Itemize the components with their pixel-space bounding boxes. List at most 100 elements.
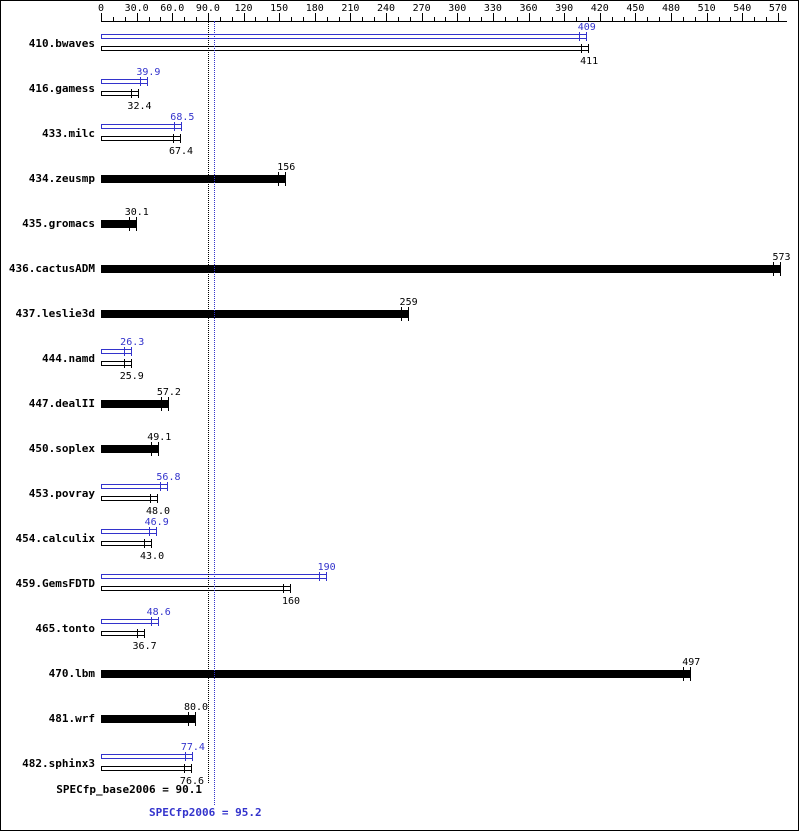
x-axis-minor-tick bbox=[124, 17, 126, 21]
benchmark-label: 482.sphinx3 bbox=[22, 757, 95, 770]
base-value-label: 30.1 bbox=[124, 207, 149, 218]
x-axis-major-tick bbox=[279, 13, 281, 21]
x-axis-minor-tick bbox=[540, 17, 542, 21]
benchmark-row-410.bwaves: 410.bwaves 409 411 bbox=[1, 22, 798, 67]
base-bar bbox=[101, 400, 169, 408]
x-axis-major-tick bbox=[136, 13, 138, 21]
x-axis-minor-tick bbox=[160, 17, 162, 21]
base-value-label: 160 bbox=[281, 596, 301, 607]
base-bar-run-tick bbox=[135, 217, 137, 231]
base-value-label: 67.4 bbox=[168, 146, 194, 157]
base-bar-run-tick bbox=[123, 359, 125, 368]
base-value-label: 259 bbox=[399, 297, 418, 308]
base-bar-run-tick bbox=[157, 494, 158, 503]
peak-bar-run-tick bbox=[160, 482, 162, 491]
benchmark-row-453.povray: 453.povray 56.8 48.0 bbox=[1, 472, 798, 517]
x-axis-tick-label: 240 bbox=[376, 3, 396, 14]
base-bar-run-tick bbox=[173, 134, 175, 143]
x-axis-minor-tick bbox=[718, 17, 720, 21]
x-axis-tick-label: 270 bbox=[412, 3, 431, 14]
peak-value-label: 77.4 bbox=[180, 742, 205, 753]
x-axis-tick-label: 60.0 bbox=[160, 3, 185, 14]
x-axis-major-tick bbox=[386, 13, 388, 21]
x-axis-tick-label: 510 bbox=[697, 3, 716, 14]
x-axis-tick-label: 210 bbox=[341, 3, 360, 14]
peak-bar-run-tick bbox=[578, 32, 580, 41]
peak-bar-run-tick bbox=[157, 617, 159, 626]
peak-bar-run-tick bbox=[131, 347, 133, 356]
x-axis-major-tick bbox=[421, 13, 423, 21]
base-bar-run-tick bbox=[400, 307, 402, 321]
benchmark-row-447.dealII: 447.dealII 57.2 bbox=[1, 382, 798, 427]
x-axis-tick-label: 570 bbox=[768, 3, 787, 14]
peak-bar-run-tick bbox=[147, 77, 149, 86]
benchmark-label: 481.wrf bbox=[48, 712, 95, 725]
x-axis-major-tick bbox=[599, 13, 601, 21]
peak-value-label: 409 bbox=[577, 22, 596, 33]
x-axis-minor-tick bbox=[469, 17, 471, 21]
x-axis-minor-tick bbox=[148, 17, 150, 21]
benchmark-row-416.gamess: 416.gamess 39.9 32.4 bbox=[1, 67, 798, 112]
x-axis-minor-tick bbox=[219, 17, 221, 21]
benchmark-label: 416.gamess bbox=[28, 82, 95, 95]
benchmark-row-465.tonto: 465.tonto 48.6 36.7 bbox=[1, 607, 798, 652]
benchmark-label: 435.gromacs bbox=[22, 217, 95, 230]
base-bar-run-tick bbox=[130, 359, 132, 368]
benchmark-row-444.namd: 444.namd 26.3 25.9 bbox=[1, 337, 798, 382]
peak-value-label: 39.9 bbox=[136, 67, 161, 78]
benchmark-row-459.GemsFDTD: 459.GemsFDTD 190 160 bbox=[1, 562, 798, 607]
base-bar bbox=[101, 670, 692, 678]
peak-bar-run-tick bbox=[585, 32, 587, 41]
x-axis-minor-tick bbox=[659, 17, 661, 21]
x-axis-minor-tick bbox=[362, 17, 364, 21]
x-axis-minor-tick bbox=[516, 17, 518, 21]
x-axis-tick-label: 450 bbox=[626, 3, 645, 14]
benchmark-label: 454.calculix bbox=[15, 532, 95, 545]
benchmark-label: 470.lbm bbox=[48, 667, 95, 680]
x-axis-minor-tick bbox=[552, 17, 554, 21]
x-axis-tick-label: 0 bbox=[97, 3, 105, 14]
base-bar-run-tick bbox=[780, 262, 782, 276]
base-bar-run-tick bbox=[285, 172, 287, 186]
base-bar-run-tick bbox=[138, 89, 140, 98]
benchmark-row-437.leslie3d: 437.leslie3d 259 bbox=[1, 292, 798, 337]
x-axis-tick-label: 330 bbox=[483, 3, 502, 14]
x-axis-major-tick bbox=[101, 13, 102, 21]
x-axis-minor-tick bbox=[730, 17, 732, 21]
x-axis-minor-tick bbox=[302, 17, 304, 21]
x-axis-minor-tick bbox=[397, 17, 399, 21]
base-value-label: 76.6 bbox=[179, 776, 205, 787]
x-axis-minor-tick bbox=[291, 17, 293, 21]
base-bar-run-tick bbox=[690, 667, 692, 681]
base-bar bbox=[101, 310, 409, 318]
base-bar-run-tick bbox=[136, 629, 138, 638]
base-bar-run-tick bbox=[160, 397, 162, 411]
x-axis-tick-label: 480 bbox=[662, 3, 681, 14]
base-value-label: 573 bbox=[772, 252, 791, 263]
peak-bar-run-tick bbox=[184, 752, 186, 761]
x-axis-tick-label: 360 bbox=[519, 3, 538, 14]
x-axis-major-tick bbox=[528, 13, 530, 21]
x-axis-minor-tick bbox=[623, 17, 625, 21]
benchmark-label: 433.milc bbox=[42, 127, 95, 140]
base-value-label: 156 bbox=[277, 162, 296, 173]
benchmark-row-482.sphinx3: 482.sphinx3 77.4 76.6 bbox=[1, 742, 798, 787]
peak-value-label: 26.3 bbox=[120, 337, 145, 348]
benchmark-row-470.lbm: 470.lbm 497 bbox=[1, 652, 798, 697]
x-axis-minor-tick bbox=[374, 17, 376, 21]
base-bar-run-tick bbox=[190, 764, 192, 773]
base-bar-run-tick bbox=[144, 539, 146, 548]
benchmark-row-454.calculix: 454.calculix 46.9 43.0 bbox=[1, 517, 798, 562]
base-value-label: 25.9 bbox=[119, 371, 144, 382]
peak-bar-run-tick bbox=[150, 617, 152, 626]
base-value-label: 43.0 bbox=[140, 551, 165, 562]
peak-bar-run-tick bbox=[148, 527, 150, 536]
base-bar-run-tick bbox=[188, 712, 189, 726]
base-bar-run-tick bbox=[773, 262, 775, 276]
benchmark-label: 410.bwaves bbox=[28, 37, 95, 50]
benchmark-label: 444.namd bbox=[42, 352, 95, 365]
x-axis-minor-tick bbox=[682, 17, 684, 21]
x-axis-minor-tick bbox=[647, 17, 649, 21]
x-axis-tick-label: 390 bbox=[555, 3, 574, 14]
